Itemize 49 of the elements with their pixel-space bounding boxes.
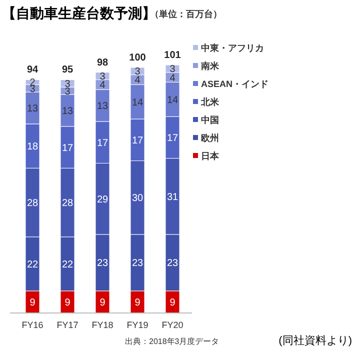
data-label: 3 <box>64 86 71 98</box>
data-label: 23 <box>166 258 178 270</box>
data-label: 22 <box>26 259 38 270</box>
data-label: 17 <box>62 142 74 154</box>
legend-label: 北米 <box>200 97 220 108</box>
data-label: 23 <box>132 258 144 270</box>
legend-label: 日本 <box>201 151 220 162</box>
data-label: 3 <box>170 64 176 76</box>
data-label: 28 <box>26 198 38 210</box>
legend-label: 中国 <box>201 115 219 126</box>
data-label: 13 <box>26 103 38 114</box>
data-label: 13 <box>96 101 108 112</box>
total-label: 100 <box>129 52 146 64</box>
legend-label: 南米 <box>200 61 220 72</box>
data-label: 9 <box>64 297 71 308</box>
text: (同社資料より) <box>278 334 352 347</box>
data-label: 18 <box>26 142 38 153</box>
data-label: 30 <box>132 193 144 204</box>
legend-label: ASEAN・インド <box>201 79 269 90</box>
x-tick-label: FY18 <box>92 320 114 330</box>
data-label: 9 <box>30 297 36 308</box>
data-label: 9 <box>170 297 176 308</box>
data-label: 29 <box>96 194 108 206</box>
data-label: 23 <box>96 258 108 270</box>
data-label: 4 <box>100 80 106 92</box>
x-tick-label: FY17 <box>56 320 78 330</box>
x-tick-label: FY16 <box>22 320 44 330</box>
data-label: 17 <box>132 135 144 146</box>
data-label: 4 <box>134 75 141 86</box>
data-label: 14 <box>132 97 144 108</box>
legend-label: 中東・アフリカ <box>201 43 264 54</box>
data-label: 31 <box>166 192 178 203</box>
data-label: 22 <box>62 259 74 270</box>
data-label: 13 <box>62 106 74 117</box>
data-label: 4 <box>170 72 176 84</box>
total-label: 95 <box>62 64 74 76</box>
total-label: 101 <box>164 50 182 61</box>
source-note: 出典：2018年3月度データ <box>125 337 220 346</box>
x-tick-label: FY20 <box>162 320 184 330</box>
x-tick-label: FY19 <box>126 320 148 330</box>
data-label: 17 <box>96 138 108 149</box>
legend-label: 欧州 <box>201 133 219 144</box>
data-label: 14 <box>166 94 178 106</box>
total-label: 98 <box>96 57 108 68</box>
data-label: 9 <box>100 297 106 308</box>
data-label: 28 <box>62 198 74 210</box>
total-label: 94 <box>26 64 38 76</box>
data-label: 9 <box>134 297 141 308</box>
data-label: 17 <box>166 132 178 144</box>
